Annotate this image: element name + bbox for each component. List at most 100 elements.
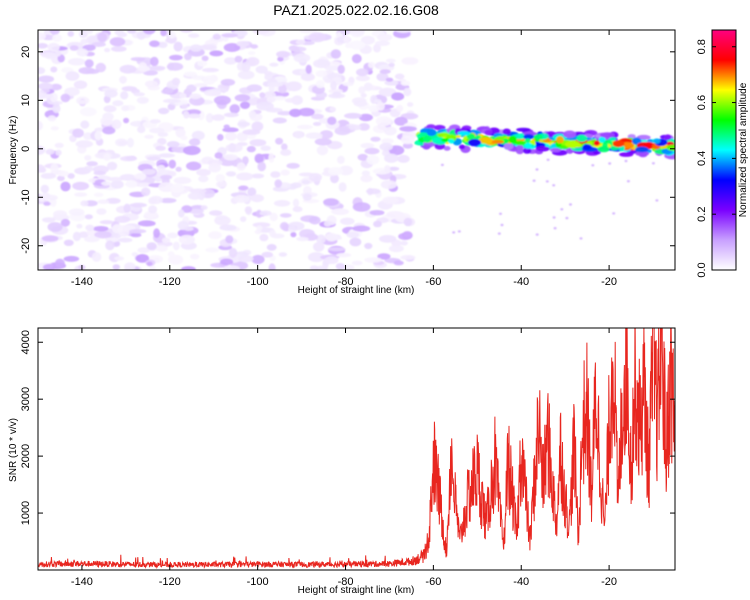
spectrogram-cell [191,75,207,81]
spectrogram-cell [314,138,332,146]
spectrogram-cell [57,175,65,182]
spectrogram-cell [247,187,257,197]
spectrogram-cell [535,168,539,171]
spectrogram-cell [281,143,288,151]
spectrogram-cell [188,138,201,146]
spectrogram-cell [330,49,342,59]
spectrogram-cell [187,113,201,119]
spectrogram-cell [112,100,124,107]
spectrogram-cell [355,75,370,82]
spectrogram-cell [84,59,94,68]
spectrogram-cell [388,245,404,253]
spectrogram-cell [43,201,51,206]
spectrogram-cell [155,145,166,151]
spectrogram-cell [223,265,240,270]
spectrogram-cell [269,229,276,238]
spectrogram-cell [516,127,531,132]
spectrogram-cell [189,93,202,100]
spectrogram-cell [38,120,43,131]
spectrogram-cell [50,126,59,131]
spectrogram-cell [106,177,124,182]
spectrogram-cell [366,188,381,195]
spectrogram-cell [93,192,104,197]
spectrogram-cell [316,145,329,156]
spectrogram-cell [619,152,634,157]
spectrogram-cell [403,217,413,227]
spectrogram-cell [440,163,444,167]
y-tick-label: 0 [20,146,32,152]
spectrogram-cell [173,176,192,185]
spectrogram-cell [96,208,107,215]
spectrogram-cell [363,82,373,92]
y-tick-label: 1000 [20,501,32,525]
spectrogram-cell [45,148,55,155]
spectrogram-cell [276,50,290,58]
spectrogram-cell [597,145,610,153]
spectrogram-cell [213,95,231,106]
spectrogram-cell [237,121,251,127]
spectrogram-cell [467,138,482,147]
spectrogram-cell [312,121,322,126]
spectrogram-cell [175,127,186,138]
spectrogram-cell [57,170,69,177]
spectrogram-cell [305,132,323,139]
spectrogram-cell [158,197,177,204]
spectrogram-cell [400,135,415,145]
y-tick-label: 3000 [20,387,32,411]
spectrogram-cell [167,232,178,239]
spectrogram-cell [190,253,200,260]
y-tick-label: 4000 [20,330,32,354]
spectrogram-cell [348,40,366,50]
x-tick-label: -120 [159,576,181,588]
spectrogram-cell [534,134,543,140]
spectrogram-cell [144,80,158,88]
spectrogram-cell [187,192,203,200]
spectrogram-cell [273,200,291,207]
spectrogram-cell [212,33,221,40]
spectrogram-cell [250,44,259,49]
spectrogram-cell [294,131,303,139]
spectrogram-cell [379,69,391,74]
spectrogram-cell [175,166,182,172]
spectrogram-cell [38,164,46,173]
spectrogram-cell [214,152,223,159]
spectrogram-cell [240,101,250,110]
spectrogram-cell [52,103,61,114]
x-tick-label: -140 [71,576,93,588]
spectrogram-cell [224,57,237,65]
spectrogram-cell [478,137,493,144]
spectrogram-cell [50,66,58,73]
spectrogram-cell [256,101,274,111]
spectrogram-cell [393,260,404,266]
spectrogram-cell [149,119,161,124]
spectrogram-cell [369,210,385,216]
y-tick-label: 10 [20,94,32,106]
spectrogram-cell [268,152,275,163]
spectrogram-cell [279,222,289,231]
spectrogram-cell [499,212,502,215]
spectrogram-cell [380,180,397,190]
spectrogram-cell [215,174,226,183]
spectrogram-cell [560,208,564,211]
spectrogram-cell [653,138,661,144]
spectrogram-cell [188,33,200,38]
spectrogram-cell [327,116,337,126]
spectrogram-cell [329,106,336,112]
spectrogram-cell [352,225,371,232]
x-tick-label: -60 [425,576,441,588]
spectrogram-cell [131,252,139,257]
spectrogram-cell [186,109,201,116]
spectrogram-cell [297,124,313,130]
spectrogram-cell [298,107,315,117]
spectrogram-cell [296,236,309,242]
spectrogram-cell [582,144,592,150]
spectrogram-cell [79,107,97,117]
spectrogram-cell [323,220,332,227]
spectrogram-cell [38,43,48,49]
spectrogram-cell [103,105,117,113]
spectrogram-cell [382,196,399,204]
spectrogram-cell [289,108,302,118]
spectrogram-cell [236,172,254,181]
spectrogram-cell [38,145,46,155]
spectrogram-cell [552,184,556,187]
